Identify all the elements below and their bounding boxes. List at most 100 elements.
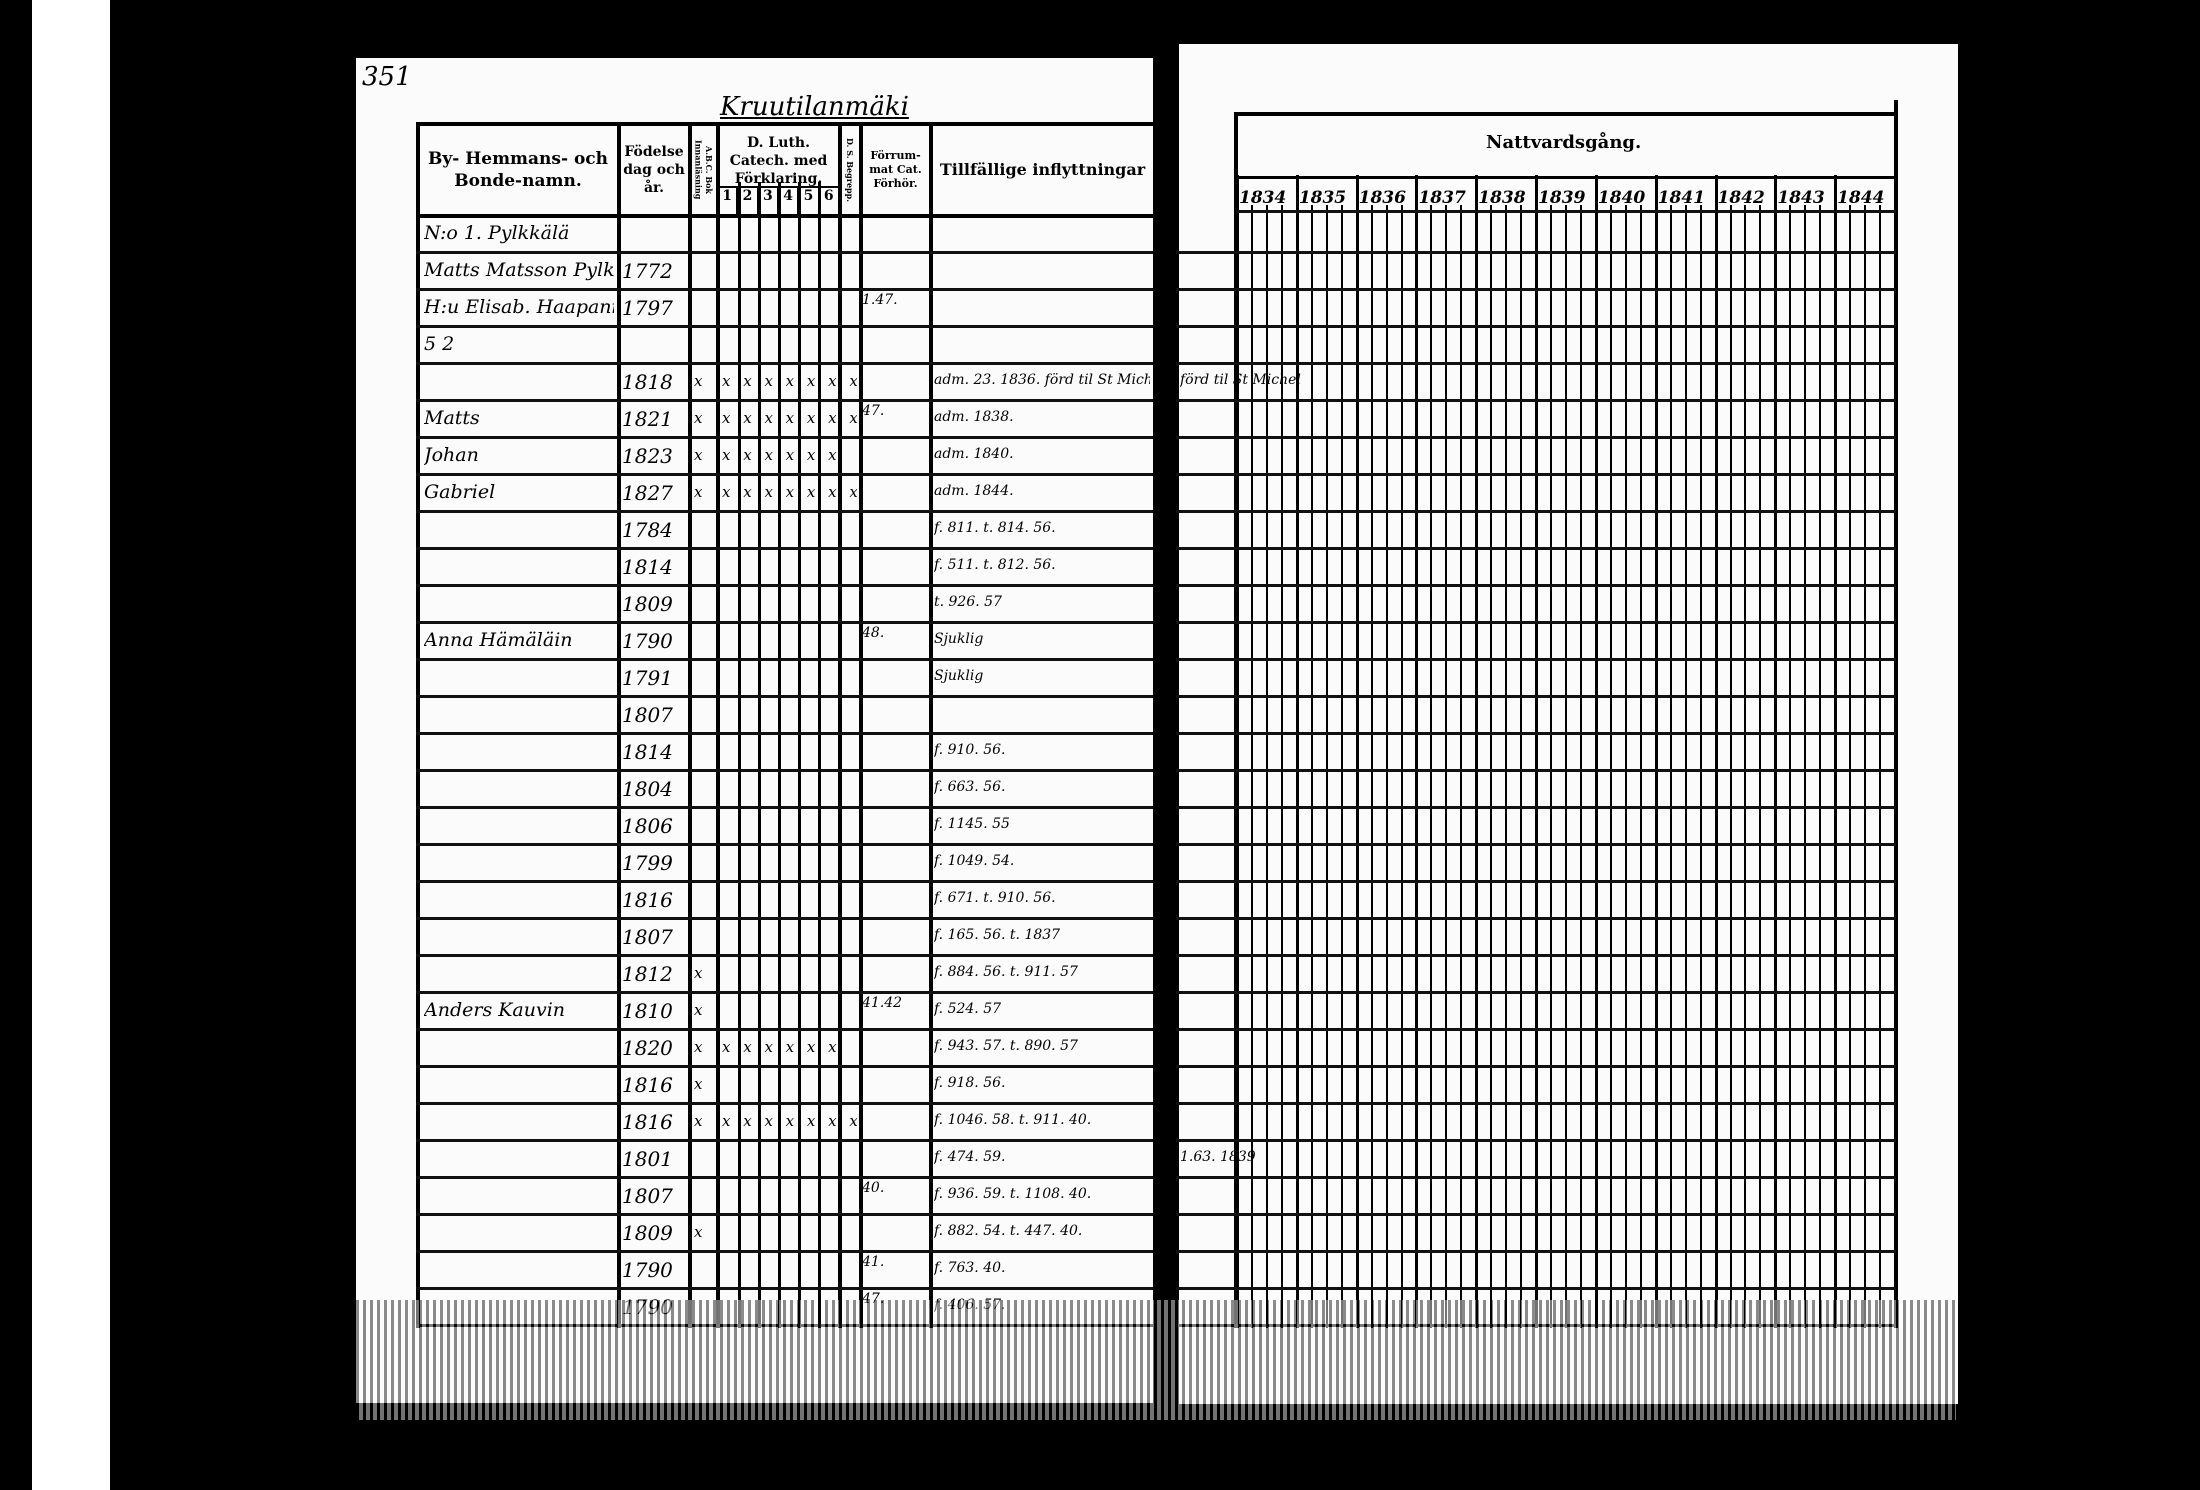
row-rule xyxy=(1176,917,1896,920)
row-birth-year: 1797 xyxy=(622,296,673,320)
row-birth-year: 1801 xyxy=(622,1147,673,1171)
row-note: f. 511. t. 812. 56. xyxy=(934,557,1056,573)
row-note: f. 918. 56. xyxy=(934,1075,1006,1091)
row-rule xyxy=(1176,1250,1896,1253)
catechism-subcol-label: 2 xyxy=(736,188,756,216)
row-name: Gabriel xyxy=(424,481,496,503)
row-rule xyxy=(416,1028,1153,1031)
year-header: 1843 xyxy=(1777,188,1825,208)
year-subrule xyxy=(1609,205,1612,1328)
row-rule xyxy=(1176,1139,1896,1142)
year-rule xyxy=(1236,175,1239,1328)
header-forrum: Förrum- mat Cat. Förhör. xyxy=(859,126,929,214)
left-table-header: By- Hemmans- och Bonde-namn. Födelse dag… xyxy=(416,122,1153,218)
row-rule xyxy=(416,547,1153,550)
right-page-note: 1.63. 1839 xyxy=(1180,1149,1256,1165)
year-rule xyxy=(1774,175,1778,1328)
row-birth-year: 1821 xyxy=(622,407,673,431)
row-birth-year: 1784 xyxy=(622,518,673,542)
row-forrum: 47. xyxy=(862,403,885,419)
year-subrule xyxy=(1789,205,1792,1328)
row-rule xyxy=(1176,843,1896,846)
year-header: 1841 xyxy=(1657,188,1706,208)
row-rule xyxy=(1176,658,1896,661)
column-rule xyxy=(1894,100,1898,1328)
year-header: 1840 xyxy=(1597,188,1646,208)
year-subrule xyxy=(1669,205,1672,1328)
row-rule xyxy=(1176,991,1896,994)
row-note: f. 1046. 58. t. 911. 40. xyxy=(934,1112,1092,1128)
year-subrule xyxy=(1505,205,1508,1328)
column-rule xyxy=(416,122,420,1328)
row-birth-year: 1790 xyxy=(622,1295,673,1319)
row-rule xyxy=(1176,362,1896,365)
year-subrule xyxy=(1579,205,1582,1328)
row-birth-year: 1790 xyxy=(622,629,673,653)
row-birth-year: 1804 xyxy=(622,777,673,801)
row-name: Matts Matsson Pylkkäri xyxy=(424,259,614,281)
row-abc-mark: x xyxy=(694,964,707,982)
row-note: adm. 23. 1836. förd til St Michel xyxy=(934,372,1150,388)
row-rule xyxy=(416,325,1153,328)
row-birth-year: 1816 xyxy=(622,888,673,912)
row-birth-year: 1814 xyxy=(622,555,673,579)
year-subrule xyxy=(1340,205,1343,1328)
right-table-header: Nattvardsgång. xyxy=(1236,112,1896,179)
year-subrule xyxy=(1879,205,1882,1328)
year-subrule xyxy=(1804,205,1807,1328)
year-rule xyxy=(1355,175,1359,1328)
row-abc-mark: x xyxy=(694,1038,707,1056)
row-abc-mark: x xyxy=(694,1223,707,1241)
row-abc-mark: x xyxy=(694,372,707,390)
row-rule xyxy=(1176,1176,1896,1179)
row-rule xyxy=(416,1176,1153,1179)
row-rule xyxy=(1176,251,1896,254)
row-note: adm. 1840. xyxy=(934,446,1014,462)
row-rule xyxy=(416,954,1153,957)
column-rule xyxy=(859,122,863,1328)
header-abc: A.B.C. Bok Innanläsning xyxy=(688,126,716,214)
row-rule xyxy=(416,917,1153,920)
row-catechism-marks: x x x x x x x xyxy=(722,1112,857,1130)
year-rule xyxy=(1535,175,1539,1328)
row-rule xyxy=(416,732,1153,735)
row-catechism-marks: x x x x x x x xyxy=(722,483,857,501)
row-rule xyxy=(1176,436,1896,439)
year-subrule xyxy=(1310,205,1313,1328)
row-note: f. 910. 56. xyxy=(934,742,1006,758)
year-subrule xyxy=(1400,205,1403,1328)
row-rule xyxy=(416,362,1153,365)
year-subrule xyxy=(1250,205,1253,1328)
column-rule xyxy=(716,122,720,1328)
row-note: f. 763. 40. xyxy=(934,1260,1006,1276)
row-rule xyxy=(416,251,1153,254)
row-catechism-marks: x x x x x x x xyxy=(722,372,857,390)
year-subrule xyxy=(1490,205,1493,1328)
column-rule xyxy=(929,122,933,1328)
row-rule xyxy=(1176,399,1896,402)
header-birth: Födelse dag och år. xyxy=(617,126,688,214)
row-rule xyxy=(416,399,1153,402)
right-page-note: förd til St Michel xyxy=(1180,372,1301,388)
row-rule xyxy=(1176,325,1896,328)
year-header: 1839 xyxy=(1538,188,1586,208)
row-rule xyxy=(416,436,1153,439)
year-subrule xyxy=(1520,205,1523,1328)
row-birth-year: 1807 xyxy=(622,703,673,727)
row-birth-year: 1816 xyxy=(622,1110,673,1134)
page-number: 351 xyxy=(362,62,412,92)
row-rule xyxy=(1176,1213,1896,1216)
column-rule xyxy=(688,122,692,1328)
row-name: 5 2 xyxy=(424,333,455,355)
row-rule xyxy=(1176,769,1896,772)
year-rule xyxy=(1714,175,1718,1328)
year-subrule xyxy=(1445,205,1448,1328)
row-birth-year: 1791 xyxy=(622,666,673,690)
year-subrule xyxy=(1684,205,1687,1328)
row-note: f. 671. t. 910. 56. xyxy=(934,890,1056,906)
row-forrum: 1.47. xyxy=(862,292,898,308)
year-rule xyxy=(1415,175,1419,1328)
row-rule xyxy=(416,1324,1153,1327)
header-communion: Nattvardsgång. xyxy=(1486,132,1642,153)
row-abc-mark: x xyxy=(694,409,707,427)
